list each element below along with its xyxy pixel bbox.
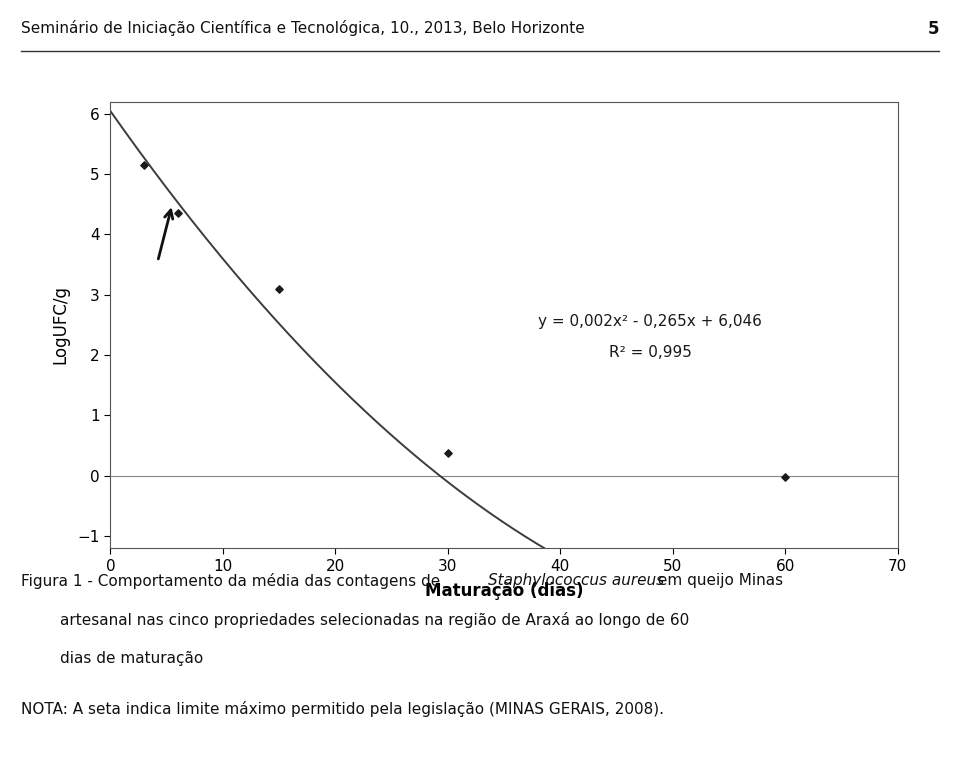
Text: R² = 0,995: R² = 0,995 <box>609 345 691 359</box>
Text: Staphylococcus aureus: Staphylococcus aureus <box>488 573 663 588</box>
Text: Seminário de Iniciação Científica e Tecnológica, 10., 2013, Belo Horizonte: Seminário de Iniciação Científica e Tecn… <box>21 20 585 35</box>
Y-axis label: LogUFC/g: LogUFC/g <box>51 286 69 364</box>
Text: 5: 5 <box>927 20 939 38</box>
Text: Figura 1 - Comportamento da média das contagens de: Figura 1 - Comportamento da média das co… <box>21 573 445 589</box>
Text: dias de maturação: dias de maturação <box>60 651 203 666</box>
Point <box>778 471 793 483</box>
Text: em queijo Minas: em queijo Minas <box>653 573 783 588</box>
Point <box>440 446 455 459</box>
Text: NOTA: A seta indica limite máximo permitido pela legislação (MINAS GERAIS, 2008): NOTA: A seta indica limite máximo permit… <box>21 701 664 716</box>
Text: y = 0,002x² - 0,265x + 6,046: y = 0,002x² - 0,265x + 6,046 <box>539 315 762 330</box>
Point <box>272 283 287 295</box>
Text: artesanal nas cinco propriedades selecionadas na região de Araxá ao longo de 60: artesanal nas cinco propriedades selecio… <box>60 612 688 628</box>
Point <box>136 159 152 171</box>
Point <box>170 207 185 220</box>
X-axis label: Maturação (dias): Maturação (dias) <box>424 582 584 600</box>
